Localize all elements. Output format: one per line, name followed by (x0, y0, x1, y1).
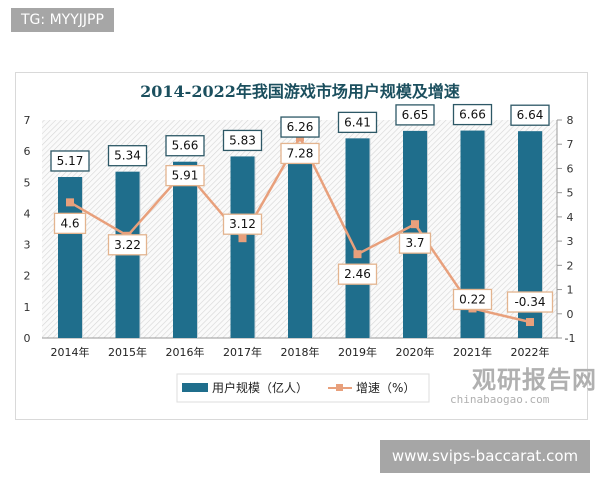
left-axis-tick: 4 (24, 207, 31, 220)
legend-line-label: 增速（%） (356, 381, 415, 395)
growth-point (353, 250, 362, 259)
bar (288, 143, 312, 338)
growth-data-label-box (165, 164, 205, 187)
growth-data-label: 5.91 (172, 169, 199, 183)
growth-data-label-box (506, 291, 554, 313)
growth-data-label: -0.34 (514, 295, 545, 309)
x-axis-tick: 2022年 (511, 345, 550, 359)
growth-data-label: 4.6 (60, 216, 79, 230)
left-axis-tick: 0 (24, 332, 31, 345)
growth-data-label-box (452, 288, 493, 311)
chart-title: 2014-2022年我国游戏市场用户规模及增速 (140, 82, 460, 101)
growth-data-label-box (337, 263, 378, 285)
bar-data-label: 6.66 (459, 108, 486, 122)
bar-data-label-box (165, 135, 205, 157)
right-axis-tick: 7 (567, 138, 574, 151)
growth-data-label: 3.12 (229, 217, 256, 231)
right-axis-tick: 1 (567, 284, 574, 297)
bar (173, 161, 197, 338)
left-axis-tick: 2 (24, 270, 31, 283)
bar-data-label: 6.65 (402, 108, 429, 122)
left-axis-tick: 3 (24, 239, 31, 252)
right-axis-tick: 3 (567, 235, 574, 248)
x-axis-tick: 2021年 (453, 345, 492, 359)
bar-data-label-box (337, 111, 378, 134)
x-axis-tick: 2019年 (338, 345, 377, 359)
right-axis-tick: -1 (565, 332, 576, 345)
logo: 观研报告网 chinabaogao.com (450, 366, 597, 406)
growth-data-label-box (53, 212, 87, 235)
chart-frame (15, 72, 588, 420)
x-axis-tick: 2018年 (281, 345, 320, 359)
bar-data-label-box (50, 150, 90, 172)
left-axis-tick: 6 (24, 145, 31, 158)
growth-point (66, 198, 74, 207)
growth-data-label-box (398, 232, 432, 254)
right-axis-tick: 6 (567, 162, 574, 175)
bar-data-label-box (395, 104, 435, 126)
x-axis-tick: 2016年 (166, 345, 205, 359)
bar-data-label: 6.41 (344, 115, 371, 129)
bar (230, 156, 255, 338)
growth-data-label: 7.28 (287, 146, 314, 160)
bar-data-label: 5.34 (114, 149, 141, 163)
x-axis-tick: 2020年 (396, 345, 435, 359)
bar-data-label: 5.66 (172, 139, 199, 153)
growth-data-label: 3.7 (405, 236, 424, 250)
right-axis-tick: 2 (567, 259, 574, 272)
bar-data-label-box (222, 129, 263, 152)
bar-data-label-box (510, 104, 550, 126)
left-axis-tick: 7 (24, 114, 31, 127)
x-axis-tick: 2015年 (108, 345, 147, 359)
legend: 用户规模（亿人） 增速（%） (176, 373, 430, 403)
right-axis-tick: 5 (567, 187, 574, 200)
bar-data-label: 6.64 (517, 108, 544, 122)
legend-bar-swatch (182, 383, 208, 392)
bar-data-label-box (107, 145, 148, 167)
growth-data-label-box (107, 234, 148, 256)
right-axis-tick: 8 (567, 114, 574, 127)
legend-bar-label: 用户规模（亿人） (212, 380, 308, 395)
growth-data-label: 2.46 (344, 267, 371, 281)
left-axis-tick: 5 (24, 176, 31, 189)
right-axis-tick: 4 (567, 211, 574, 224)
growth-data-label-box (222, 213, 263, 235)
left-axis-tick: 1 (24, 301, 31, 314)
right-axis-tick: 0 (567, 308, 574, 321)
x-axis-tick: 2014年 (51, 345, 90, 359)
bar-data-label: 5.83 (229, 133, 256, 147)
x-axis-tick: 2017年 (223, 345, 262, 359)
bar-data-label: 5.17 (57, 154, 84, 168)
growth-point (238, 234, 247, 243)
watermark-bottom: www.svips-baccarat.com (380, 440, 590, 473)
growth-point (411, 220, 419, 229)
bar-data-label-box (452, 103, 493, 126)
bar-data-label: 6.26 (287, 120, 314, 134)
growth-data-label-box (280, 142, 320, 165)
watermark-top: TG: MYYJJPP (11, 8, 114, 32)
growth-data-label: 0.22 (459, 292, 486, 306)
growth-point (526, 318, 534, 327)
growth-data-label: 3.22 (114, 238, 141, 252)
bar-data-label-box (280, 116, 320, 138)
